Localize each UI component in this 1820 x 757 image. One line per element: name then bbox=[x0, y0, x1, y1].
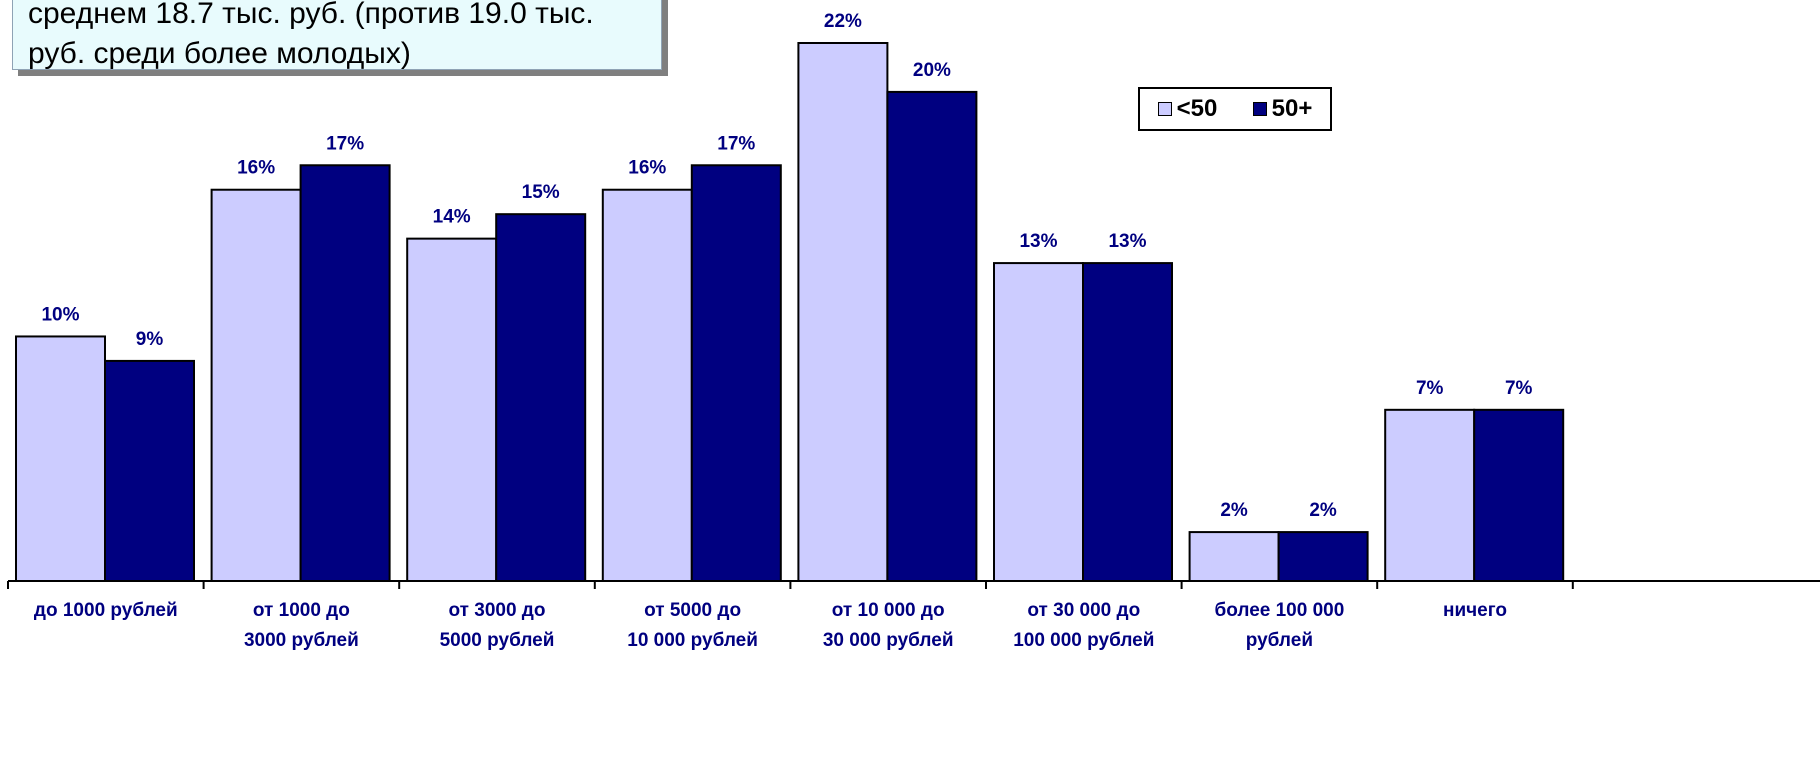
bar-50-plus-7 bbox=[1473, 408, 1565, 582]
note-box bbox=[12, 0, 662, 70]
bar-under-50-1 bbox=[210, 188, 302, 583]
data-label-under-50-1: 16% bbox=[237, 158, 275, 179]
legend-label-under-50: <50 bbox=[1176, 95, 1218, 122]
x-tick-label-7: ничего bbox=[1442, 600, 1508, 621]
legend-label-50-plus: 50+ bbox=[1271, 95, 1313, 122]
data-label-under-50-6: 2% bbox=[1220, 500, 1248, 521]
bar-50-plus-6 bbox=[1277, 531, 1369, 582]
bar-under-50-3 bbox=[601, 188, 693, 583]
data-label-under-50-2: 14% bbox=[433, 207, 471, 228]
data-label-50-plus-7: 7% bbox=[1505, 378, 1533, 399]
legend-swatch-under-50 bbox=[1157, 102, 1172, 116]
legend-swatch-50-plus bbox=[1252, 102, 1267, 116]
bar-under-50-5 bbox=[993, 262, 1084, 582]
data-label-50-plus-4: 20% bbox=[913, 60, 951, 81]
bar-under-50-6 bbox=[1188, 531, 1280, 582]
bar-50-plus-4 bbox=[886, 90, 978, 582]
bar-under-50-7 bbox=[1384, 408, 1476, 582]
x-tick-label-6: более 100 000 рублей bbox=[1214, 600, 1345, 651]
chart-legend: <50 50+ bbox=[1138, 87, 1332, 131]
x-tick-label-1: от 1000 до 3000 рублей bbox=[243, 600, 359, 651]
data-label-under-50-5: 13% bbox=[1019, 231, 1057, 252]
legend-item-50-plus: 50+ bbox=[1252, 95, 1313, 123]
data-label-under-50-4: 22% bbox=[824, 11, 862, 32]
data-label-under-50-0: 10% bbox=[41, 304, 79, 325]
bar-under-50-4 bbox=[797, 42, 889, 582]
bar-under-50-0 bbox=[15, 335, 106, 583]
data-label-under-50-7: 7% bbox=[1416, 378, 1444, 399]
data-label-50-plus-0: 9% bbox=[136, 329, 164, 350]
data-label-under-50-3: 16% bbox=[628, 158, 666, 179]
bar-50-plus-0 bbox=[104, 359, 195, 582]
legend-item-under-50: <50 bbox=[1157, 95, 1218, 123]
note-text: среднем 18.7 тыс. руб. (против 19.0 тыс.… bbox=[28, 0, 594, 70]
bar-50-plus-1 bbox=[299, 164, 391, 582]
x-tick-label-4: от 10 000 до 30 000 рублей bbox=[822, 600, 954, 651]
data-label-50-plus-1: 17% bbox=[326, 133, 364, 154]
data-label-50-plus-2: 15% bbox=[522, 182, 560, 203]
data-label-50-plus-3: 17% bbox=[717, 133, 755, 154]
x-tick-label-3: от 5000 до 10 000 рублей bbox=[627, 600, 758, 651]
bar-50-plus-5 bbox=[1082, 262, 1173, 582]
x-tick-label-5: от 30 000 до 100 000 рублей bbox=[1013, 600, 1155, 651]
x-tick-label-0: до 1000 рублей bbox=[33, 600, 178, 621]
x-tick-label-2: от 3000 до 5000 рублей bbox=[439, 600, 555, 651]
data-label-50-plus-5: 13% bbox=[1108, 231, 1146, 252]
data-label-50-plus-6: 2% bbox=[1309, 500, 1337, 521]
bar-under-50-2 bbox=[406, 237, 498, 583]
bar-50-plus-2 bbox=[495, 213, 587, 582]
bar-50-plus-3 bbox=[690, 164, 782, 582]
